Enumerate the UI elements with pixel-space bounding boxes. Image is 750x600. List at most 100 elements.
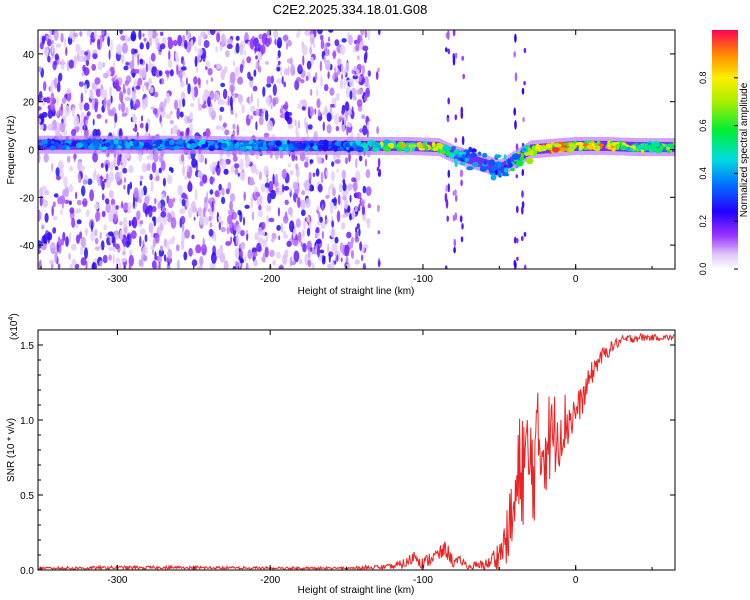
noise-speck bbox=[213, 233, 217, 242]
noise-speck bbox=[166, 241, 170, 250]
noise-speck bbox=[65, 46, 68, 57]
ridge-blob bbox=[510, 167, 515, 172]
noise-speck bbox=[127, 201, 132, 214]
noise-speck bbox=[148, 56, 151, 68]
noise-speck bbox=[105, 198, 110, 205]
noise-speck bbox=[159, 31, 164, 36]
noise-speck bbox=[351, 250, 354, 259]
figure-title: C2E2.2025.334.18.01.G08 bbox=[273, 2, 428, 17]
noise-speck bbox=[299, 258, 303, 265]
noise-speck bbox=[336, 92, 340, 102]
noise-streak bbox=[377, 230, 381, 235]
noise-speck bbox=[218, 216, 222, 221]
noise-speck bbox=[122, 203, 128, 211]
noise-speck bbox=[55, 43, 62, 48]
ridge-blob bbox=[436, 142, 443, 147]
noise-speck bbox=[333, 67, 337, 73]
noise-speck bbox=[118, 103, 121, 112]
ridge-blob bbox=[535, 143, 540, 149]
noise-speck bbox=[62, 231, 66, 242]
noise-speck bbox=[328, 253, 331, 263]
noise-speck bbox=[80, 123, 83, 134]
noise-speck bbox=[122, 83, 126, 93]
noise-speck bbox=[258, 171, 263, 181]
ridge-blob bbox=[503, 167, 509, 173]
noise-speck bbox=[169, 119, 174, 125]
noise-speck bbox=[140, 115, 144, 122]
noise-speck bbox=[51, 205, 54, 217]
noise-speck bbox=[339, 79, 344, 90]
noise-speck bbox=[159, 245, 164, 252]
noise-speck bbox=[110, 39, 113, 52]
ridge-blob bbox=[619, 145, 627, 151]
noise-speck bbox=[118, 91, 123, 103]
noise-speck bbox=[355, 230, 358, 240]
noise-speck bbox=[94, 168, 97, 178]
noise-speck bbox=[225, 241, 232, 246]
noise-speck bbox=[366, 220, 371, 229]
noise-speck bbox=[351, 209, 356, 220]
noise-speck bbox=[338, 184, 343, 193]
noise-speck bbox=[50, 82, 54, 93]
ridge-blob bbox=[448, 152, 455, 159]
noise-speck bbox=[106, 99, 112, 107]
noise-speck bbox=[225, 188, 230, 195]
noise-streak bbox=[445, 47, 448, 53]
noise-speck bbox=[94, 101, 98, 113]
noise-speck bbox=[272, 259, 277, 266]
noise-speck bbox=[153, 151, 159, 163]
noise-speck bbox=[155, 217, 159, 224]
noise-speck bbox=[120, 35, 126, 41]
ridge-blob bbox=[142, 142, 151, 148]
noise-streak bbox=[521, 87, 525, 95]
noise-speck bbox=[260, 229, 266, 237]
noise-speck bbox=[135, 98, 141, 109]
noise-speck bbox=[266, 75, 272, 85]
noise-speck bbox=[63, 38, 67, 48]
noise-speck bbox=[94, 237, 99, 245]
noise-speck bbox=[197, 170, 202, 177]
noise-speck bbox=[300, 241, 304, 248]
noise-speck bbox=[188, 153, 192, 160]
noise-speck bbox=[231, 86, 234, 98]
noise-speck bbox=[320, 221, 326, 230]
ridge-blob bbox=[490, 174, 497, 181]
noise-speck bbox=[81, 185, 86, 197]
noise-speck bbox=[150, 180, 154, 192]
noise-speck bbox=[85, 209, 90, 218]
ridge-blob bbox=[389, 142, 395, 149]
noise-streak bbox=[459, 215, 463, 223]
noise-speck bbox=[151, 205, 157, 213]
noise-speck bbox=[163, 98, 167, 108]
ridge-blob bbox=[567, 147, 575, 152]
ridge-blob bbox=[460, 161, 466, 166]
snr-x-label: Height of straight line (km) bbox=[298, 585, 415, 596]
ridge-envelope bbox=[368, 140, 371, 151]
ridge-blob bbox=[132, 140, 138, 145]
noise-speck bbox=[252, 85, 258, 92]
noise-speck bbox=[178, 98, 182, 110]
noise-speck bbox=[51, 42, 54, 55]
noise-speck bbox=[61, 97, 67, 104]
noise-speck bbox=[322, 121, 325, 132]
noise-speck bbox=[114, 113, 118, 123]
noise-speck bbox=[96, 38, 101, 50]
noise-speck bbox=[207, 67, 213, 76]
noise-speck bbox=[276, 78, 282, 84]
noise-speck bbox=[120, 53, 125, 65]
noise-speck bbox=[76, 199, 82, 206]
noise-streak bbox=[454, 137, 458, 143]
noise-speck bbox=[92, 118, 95, 126]
noise-speck bbox=[307, 259, 312, 268]
noise-speck bbox=[311, 185, 315, 192]
noise-speck bbox=[40, 243, 47, 251]
noise-speck bbox=[365, 169, 371, 179]
noise-speck bbox=[68, 59, 75, 69]
ridge-blob bbox=[208, 140, 215, 145]
ridge-envelope bbox=[502, 161, 505, 172]
noise-speck bbox=[267, 120, 273, 132]
noise-speck bbox=[197, 207, 203, 217]
noise-speck bbox=[55, 175, 61, 181]
noise-speck bbox=[80, 236, 87, 249]
